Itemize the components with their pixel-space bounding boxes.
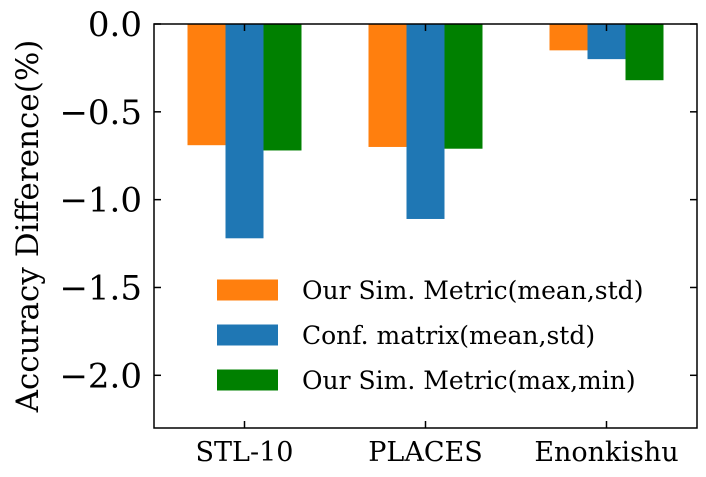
legend-label-2: Conf. matrix(mean,std): [302, 321, 595, 350]
y-tick-label: −0.5: [59, 93, 142, 133]
bar-stl-10-series-1: [187, 24, 226, 146]
legend-swatch-1: [217, 279, 278, 301]
x-tick-label: PLACES: [368, 437, 482, 468]
legend-swatch-3: [217, 369, 278, 391]
ticks-group: 0.0 −0.5 −1.0 −1.5 −2.0 STL-10 PLACES Enonkishu: [59, 5, 697, 468]
bars-group: [187, 24, 664, 239]
legend-label-3: Our Sim. Metric(max,min): [302, 366, 636, 395]
legend-swatch-2: [217, 324, 278, 346]
y-axis-label: Accuracy Difference(%): [10, 40, 46, 414]
bar-places-series-3: [444, 24, 483, 149]
y-tick-label: 0.0: [88, 5, 142, 45]
bar-stl-10-series-3: [263, 24, 302, 151]
bar-stl-10-series-2: [225, 24, 264, 239]
x-tick-label: Enonkishu: [534, 437, 678, 468]
y-tick-label: −2.0: [59, 356, 142, 396]
legend: Our Sim. Metric(mean,std) Conf. matrix(me…: [217, 276, 643, 395]
bar-places-series-1: [368, 24, 407, 147]
bar-enonkishu-series-1: [549, 24, 588, 51]
bar-places-series-2: [406, 24, 445, 219]
bar-enonkishu-series-3: [625, 24, 664, 81]
y-tick-label: −1.0: [59, 181, 142, 221]
legend-label-1: Our Sim. Metric(mean,std): [302, 276, 643, 305]
y-tick-label: −1.5: [59, 268, 142, 308]
x-tick-label: STL-10: [196, 437, 294, 468]
